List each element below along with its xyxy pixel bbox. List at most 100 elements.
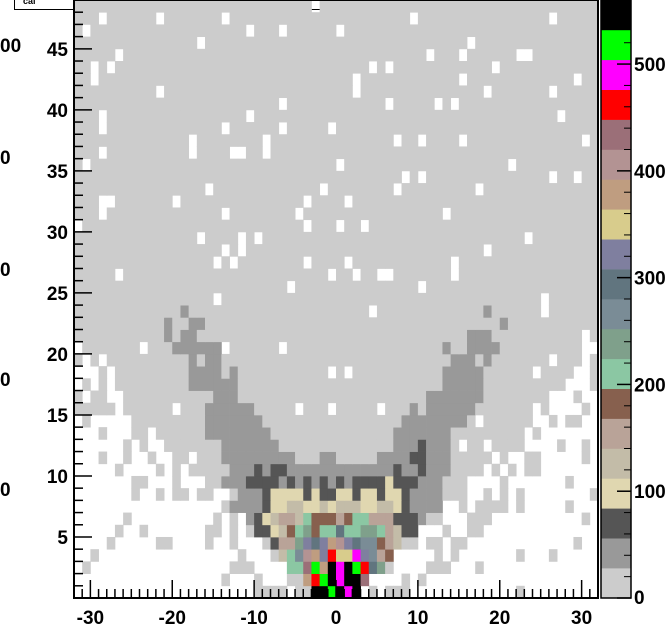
heatmap-cell xyxy=(368,549,378,562)
heatmap-cell xyxy=(196,488,206,501)
heatmap-cell xyxy=(524,280,533,294)
heatmap-cell xyxy=(262,158,271,172)
heatmap-cell xyxy=(303,97,312,111)
heatmap-cell xyxy=(229,536,239,550)
heatmap-cell xyxy=(319,512,329,526)
heatmap-cell xyxy=(491,183,501,196)
heatmap-cell xyxy=(311,24,321,38)
heatmap-cell xyxy=(401,48,411,62)
heatmap-cell xyxy=(581,158,591,172)
heatmap-cell xyxy=(491,305,501,318)
heatmap-cell xyxy=(131,366,140,379)
heatmap-cell xyxy=(385,305,394,318)
heatmap-cell xyxy=(548,219,558,233)
heatmap-cell xyxy=(475,244,484,257)
heatmap-cell xyxy=(172,12,181,25)
heatmap-cell xyxy=(319,561,329,574)
heatmap-cell xyxy=(147,207,157,221)
heatmap-cell xyxy=(483,12,492,25)
heatmap-cell xyxy=(278,549,288,562)
heatmap-cell xyxy=(385,146,394,160)
heatmap-cell xyxy=(205,61,214,74)
heatmap-cell xyxy=(254,12,263,25)
heatmap-cell xyxy=(467,48,476,62)
heatmap-cell xyxy=(270,183,280,196)
heatmap-cell xyxy=(393,24,402,38)
heatmap-cell xyxy=(385,329,394,343)
heatmap-cell xyxy=(434,12,443,25)
heatmap-cell xyxy=(155,488,165,501)
heatmap-cell xyxy=(98,268,108,282)
heatmap-cell xyxy=(434,244,443,257)
heatmap-cell xyxy=(409,122,419,135)
heatmap-cell xyxy=(368,561,378,574)
heatmap-cell xyxy=(336,329,345,343)
heatmap-cell xyxy=(475,463,484,477)
heatmap-cell xyxy=(483,451,492,465)
heatmap-cell xyxy=(393,488,402,501)
heatmap-cell xyxy=(262,353,271,367)
heatmap-cell xyxy=(205,366,214,379)
heatmap-cell xyxy=(311,231,321,245)
heatmap-cell xyxy=(254,292,263,306)
heatmap-cell xyxy=(450,463,460,477)
heatmap-cell xyxy=(123,170,132,184)
heatmap-cell xyxy=(475,73,484,86)
heatmap-cell xyxy=(368,329,378,343)
heatmap-cell xyxy=(180,329,190,343)
heatmap-cell xyxy=(131,268,140,282)
heatmap-cell xyxy=(467,353,476,367)
heatmap-cell xyxy=(393,427,402,440)
heatmap-cell xyxy=(475,36,484,50)
heatmap-cell xyxy=(303,524,312,538)
heatmap-cell xyxy=(82,170,91,184)
heatmap-cell xyxy=(286,561,296,574)
heatmap-cell xyxy=(270,85,280,99)
heatmap-cell xyxy=(467,73,476,86)
heatmap-cell xyxy=(409,219,419,233)
heatmap-cell xyxy=(507,0,517,13)
heatmap-cell xyxy=(106,36,116,50)
heatmap-cell xyxy=(139,317,149,330)
heatmap-cell xyxy=(565,353,574,367)
heatmap-cell xyxy=(295,451,304,465)
heatmap-cell xyxy=(221,256,230,269)
heatmap-cell xyxy=(417,219,427,233)
heatmap-cell xyxy=(401,122,411,135)
heatmap-cell xyxy=(532,12,542,25)
heatmap-cell xyxy=(450,366,460,379)
heatmap-cell xyxy=(507,36,517,50)
heatmap-cell xyxy=(229,305,239,318)
heatmap-cell xyxy=(262,305,271,318)
heatmap-cell xyxy=(417,207,427,221)
heatmap-cell xyxy=(123,280,132,294)
heatmap-cell xyxy=(385,256,394,269)
heatmap-cell xyxy=(213,305,222,318)
heatmap-cell xyxy=(188,366,198,379)
heatmap-cell xyxy=(254,512,263,526)
heatmap-cell xyxy=(123,329,132,343)
heatmap-cell xyxy=(409,256,419,269)
heatmap-cell xyxy=(532,36,542,50)
heatmap-cell xyxy=(589,97,599,111)
heatmap-cell xyxy=(581,512,591,526)
heatmap-cell xyxy=(139,122,149,135)
heatmap-cell xyxy=(188,414,198,428)
heatmap-cell xyxy=(524,451,533,465)
heatmap-cell xyxy=(311,390,321,404)
heatmap-cell xyxy=(344,280,353,294)
heatmap-cell xyxy=(319,524,329,538)
heatmap-cell xyxy=(213,170,222,184)
heatmap-cell xyxy=(376,146,386,160)
heatmap-cell xyxy=(507,402,517,416)
heatmap-cell xyxy=(352,195,361,208)
heatmap-cell xyxy=(442,109,452,123)
heatmap-cell xyxy=(336,36,345,50)
heatmap-cell xyxy=(376,366,386,379)
heatmap-cell xyxy=(499,195,509,208)
heatmap-cell xyxy=(352,183,361,196)
heatmap-cell xyxy=(532,219,542,233)
heatmap-cell xyxy=(123,36,132,50)
heatmap-cell xyxy=(450,439,460,452)
heatmap-cell xyxy=(106,0,116,13)
